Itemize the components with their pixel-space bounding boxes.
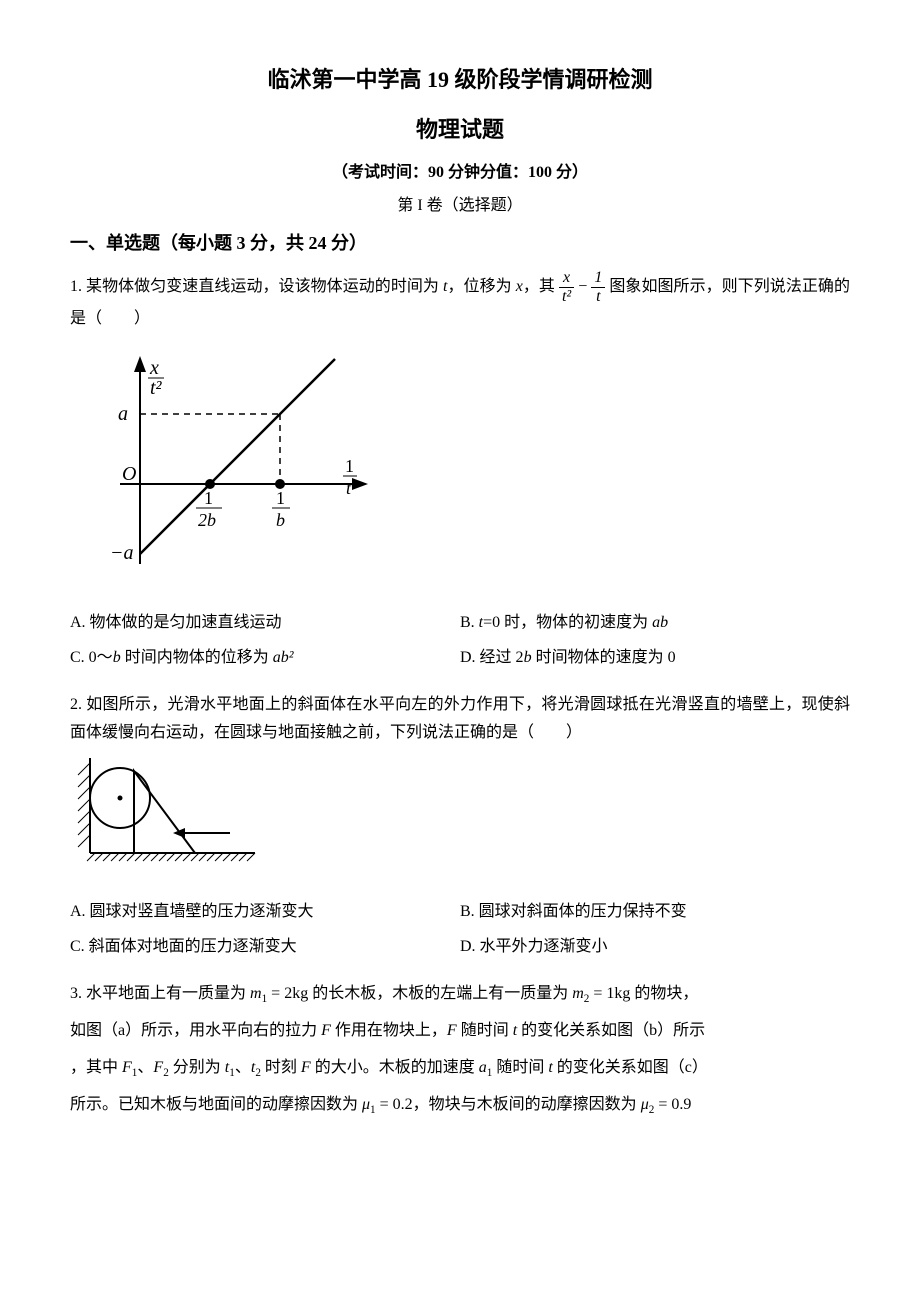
- q1-optB-mid: =0 时，物体的初速度为: [483, 614, 652, 631]
- svg-text:2b: 2b: [198, 510, 216, 530]
- q1-optC-pre: C. 0～: [70, 649, 113, 666]
- q3-l4-mu1: μ: [362, 1096, 370, 1113]
- q1-frac1-den: t²: [559, 288, 574, 306]
- q1-optD-mid: 时间物体的速度为 0: [532, 649, 676, 666]
- q2-optB: B. 圆球对斜面体的压力保持不变: [460, 898, 850, 927]
- q3-l1-mid: 的长木板，木板的左端上有一质量为: [308, 985, 572, 1002]
- q3-l2-mid1: 作用在物块上，: [331, 1022, 447, 1039]
- exam-info: （考试时间：90 分钟分值：100 分）: [70, 159, 850, 188]
- title-sub: 物理试题: [70, 110, 850, 150]
- q1-optD: D. 经过 2b 时间物体的速度为 0: [460, 644, 850, 673]
- q3-l3-mid1: 分别为: [169, 1059, 225, 1076]
- q3-l3-F: F: [301, 1059, 311, 1076]
- section-heading: 一、单选题（每小题 3 分，共 24 分）: [70, 227, 850, 259]
- section-label: 第 I 卷（选择题）: [70, 192, 850, 221]
- q1-minus: −: [574, 278, 591, 295]
- q3-line1: 3. 水平地面上有一质量为 m1 = 2kg 的长木板，木板的左端上有一质量为 …: [70, 980, 850, 1009]
- svg-text:a: a: [118, 403, 128, 425]
- svg-text:1: 1: [345, 456, 354, 476]
- q2-stem: 2. 如图所示，光滑水平地面上的斜面体在水平向左的外力作用下，将光滑圆球抵在光滑…: [70, 691, 850, 749]
- svg-text:1: 1: [276, 488, 285, 508]
- q3-line4: 所示。已知木板与地面间的动摩擦因数为 μ1 = 0.2，物块与木板间的动摩擦因数…: [70, 1091, 850, 1120]
- q1-graph: x t² 1 t O a −a 1 2b 1 b: [100, 344, 850, 595]
- svg-text:t²: t²: [150, 377, 163, 399]
- q3-l3-F1: F: [122, 1059, 132, 1076]
- q2-options: A. 圆球对竖直墙壁的压力逐渐变大 B. 圆球对斜面体的压力保持不变 C. 斜面…: [70, 898, 850, 968]
- q1-optD-pre: D. 经过 2: [460, 649, 524, 666]
- q3-l3-mid4: 随时间: [492, 1059, 548, 1076]
- q3-l1-post: 的物块，: [630, 985, 698, 1002]
- q1-optC-mid: 时间内物体的位移为: [121, 649, 273, 666]
- q2-diagram: [70, 758, 850, 884]
- q3-l2-F2: F: [447, 1022, 457, 1039]
- svg-text:t: t: [346, 478, 352, 498]
- q1-optB-ab: ab: [652, 614, 668, 631]
- svg-text:b: b: [276, 510, 285, 530]
- q3-l1-m2: m: [572, 985, 584, 1002]
- q3-l3-mid2: 时刻: [261, 1059, 301, 1076]
- q3-l3-a1: a: [479, 1059, 487, 1076]
- q1-optA: A. 物体做的是匀加速直线运动: [70, 609, 460, 638]
- q3-l3-pre: ，其中: [70, 1059, 122, 1076]
- q3-l2-pre: 如图（a）所示，用水平向右的拉力: [70, 1022, 321, 1039]
- q1-frac2-num: 1: [591, 269, 605, 288]
- q3-l3-post: 的变化关系如图（c）: [553, 1059, 708, 1076]
- q1-optC-b: b: [113, 649, 121, 666]
- q3-l3-mid3: 的大小。木板的加速度: [311, 1059, 479, 1076]
- svg-text:x: x: [149, 357, 159, 379]
- q3-l3-sep1: 、: [137, 1059, 153, 1076]
- q2-optA: A. 圆球对竖直墙壁的压力逐渐变大: [70, 898, 460, 927]
- q3-line2: 如图（a）所示，用水平向右的拉力 F 作用在物块上，F 随时间 t 的变化关系如…: [70, 1017, 850, 1046]
- q3-l1-m1: m: [250, 985, 262, 1002]
- q3-l1-eq2: = 1kg: [589, 985, 630, 1002]
- q1-options: A. 物体做的是匀加速直线运动 B. t=0 时，物体的初速度为 ab C. 0…: [70, 609, 850, 679]
- q1-optC: C. 0～b 时间内物体的位移为 ab²: [70, 644, 460, 673]
- q1-frac2-den: t: [591, 288, 605, 306]
- q1-text-mid2: ，其: [523, 278, 559, 295]
- q3-l2-post: 的变化关系如图（b）所示: [517, 1022, 705, 1039]
- q3-l4-pre: 所示。已知木板与地面间的动摩擦因数为: [70, 1096, 362, 1113]
- q1-var-x: x: [516, 278, 523, 295]
- q1-optB-pre: B.: [460, 614, 479, 631]
- q1-optB: B. t=0 时，物体的初速度为 ab: [460, 609, 850, 638]
- q3-l3-sep2: 、: [235, 1059, 251, 1076]
- q1-stem: 1. 某物体做匀变速直线运动，设该物体运动的时间为 t，位移为 x，其 xt² …: [70, 269, 850, 334]
- svg-text:−a: −a: [110, 542, 134, 564]
- q2-optC: C. 斜面体对地面的压力逐渐变大: [70, 933, 460, 962]
- q3-l4-eq1: = 0.2: [376, 1096, 413, 1113]
- title-main: 临沭第一中学高 19 级阶段学情调研检测: [70, 60, 850, 100]
- q3-l1-pre: 3. 水平地面上有一质量为: [70, 985, 250, 1002]
- q3-l4-eq2: = 0.9: [654, 1096, 691, 1113]
- q1-frac1: xt²: [559, 269, 574, 305]
- q3-line3: ，其中 F1、F2 分别为 t1、t2 时刻 F 的大小。木板的加速度 a1 随…: [70, 1054, 850, 1083]
- q3-l4-mu2: μ: [641, 1096, 649, 1113]
- q3-l3-F2: F: [153, 1059, 163, 1076]
- q1-frac1-num: x: [559, 269, 574, 288]
- q1-frac2: 1t: [591, 269, 605, 305]
- q1-optD-b: b: [524, 649, 532, 666]
- q1-text-pre: 1. 某物体做匀变速直线运动，设该物体运动的时间为: [70, 278, 443, 295]
- q3-l2-F: F: [321, 1022, 331, 1039]
- q3-l4-mid: ，物块与木板间的动摩擦因数为: [413, 1096, 641, 1113]
- q1-text-mid1: ，位移为: [447, 278, 515, 295]
- q3-l2-mid2: 随时间: [457, 1022, 513, 1039]
- svg-text:1: 1: [204, 488, 213, 508]
- q1-optC-ab2: ab²: [273, 649, 294, 666]
- q2-optD: D. 水平外力逐渐变小: [460, 933, 850, 962]
- q3-l1-eq1: = 2kg: [267, 985, 308, 1002]
- svg-text:O: O: [122, 463, 136, 485]
